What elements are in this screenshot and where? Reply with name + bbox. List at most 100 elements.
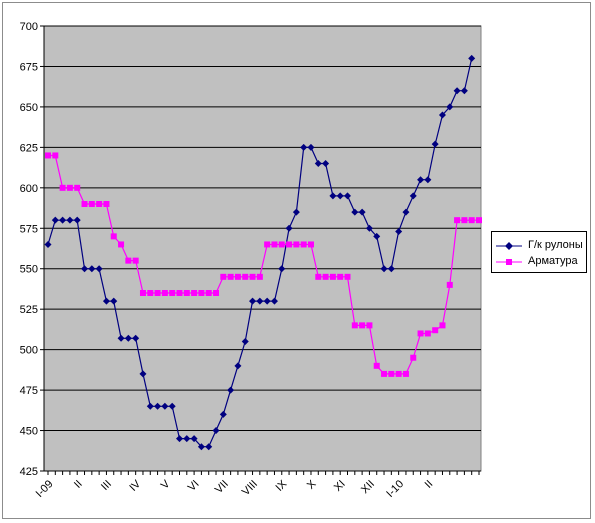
data-point — [373, 362, 380, 369]
legend-label: Арматура — [528, 255, 578, 267]
data-point — [59, 184, 66, 191]
x-tick-label: V — [159, 478, 173, 492]
data-point — [197, 443, 205, 451]
x-tick-label: VIII — [240, 478, 260, 498]
data-point — [409, 192, 417, 200]
legend-item-series-2: Арматура — [496, 254, 586, 270]
data-point — [96, 201, 103, 207]
y-tick-label: 500 — [20, 345, 38, 357]
data-point — [175, 435, 183, 443]
data-point — [424, 176, 432, 184]
x-tick-label: VI — [186, 478, 202, 494]
y-tick-label: 700 — [20, 21, 38, 33]
data-point — [263, 297, 271, 305]
data-point — [351, 208, 359, 216]
data-point — [446, 281, 453, 288]
data-point — [139, 370, 147, 378]
data-point — [446, 103, 454, 111]
data-point — [117, 334, 125, 342]
data-point — [234, 273, 241, 280]
data-point — [461, 217, 468, 224]
legend: Г/к рулоны Арматура — [491, 231, 587, 273]
data-point — [380, 265, 388, 273]
x-tick-label: X — [305, 478, 319, 492]
x-tick-label: III — [99, 478, 114, 493]
data-point — [454, 217, 461, 224]
data-point — [344, 192, 352, 200]
x-tick-label: IV — [127, 478, 143, 494]
y-tick-label: 650 — [20, 102, 38, 114]
data-point — [278, 241, 285, 248]
data-point — [234, 362, 242, 370]
data-point — [431, 140, 439, 148]
data-point — [59, 216, 67, 224]
x-tick-label: I-09 — [34, 478, 56, 500]
data-point — [359, 322, 366, 329]
line-chart: 425 450 475 500 525 550 575 600 625 650 675 700 I-0… — [20, 21, 482, 500]
data-point — [132, 257, 139, 264]
data-point — [322, 160, 330, 168]
data-point — [125, 257, 132, 264]
data-point — [329, 273, 336, 280]
series-1 — [44, 54, 476, 451]
data-point — [322, 273, 329, 280]
data-point — [395, 370, 402, 377]
data-point — [387, 265, 395, 273]
data-point — [190, 435, 198, 443]
y-axis: 425 450 475 500 525 550 575 600 625 650 675 700 — [20, 21, 45, 478]
data-point — [66, 184, 73, 191]
data-point — [44, 240, 52, 248]
data-point — [73, 216, 81, 224]
data-point — [249, 273, 256, 280]
data-point — [402, 370, 409, 377]
data-point — [417, 330, 424, 337]
data-point — [270, 297, 278, 305]
data-point — [381, 370, 388, 377]
data-point — [410, 354, 417, 361]
data-point — [438, 111, 446, 119]
data-point — [293, 241, 300, 248]
data-point — [154, 402, 162, 410]
data-point — [183, 435, 191, 443]
data-point — [388, 370, 395, 377]
data-point — [205, 443, 213, 451]
y-tick-label: 600 — [20, 183, 38, 195]
data-point — [227, 386, 235, 394]
data-point — [45, 152, 51, 159]
data-point — [314, 160, 322, 168]
data-point — [468, 54, 476, 62]
data-point — [336, 192, 344, 200]
data-point — [124, 334, 132, 342]
data-point — [373, 232, 381, 240]
data-point — [95, 265, 103, 273]
y-tick-label: 550 — [20, 264, 38, 276]
series-2 — [45, 152, 482, 377]
data-point — [439, 322, 446, 329]
data-point — [256, 273, 263, 280]
data-point — [366, 322, 373, 329]
data-point — [286, 241, 293, 248]
data-point — [337, 273, 344, 280]
data-point — [74, 184, 81, 191]
data-point — [118, 241, 125, 248]
y-tick-label: 475 — [20, 385, 38, 397]
data-point — [395, 228, 403, 236]
x-axis: I-09 II III IV V VI VII VIII IX X XI XII I-10 II — [34, 470, 481, 500]
y-tick-label: 525 — [20, 304, 38, 316]
data-point — [161, 290, 168, 296]
data-point — [139, 290, 146, 296]
data-point — [249, 297, 257, 305]
x-tick-label: XI — [332, 478, 348, 494]
y-tick-label: 575 — [20, 223, 38, 235]
y-tick-label: 450 — [20, 426, 38, 438]
data-point — [66, 216, 74, 224]
x-tick-label: IX — [273, 478, 289, 494]
data-point — [81, 201, 88, 207]
data-point — [52, 152, 59, 159]
data-point — [453, 87, 461, 95]
data-point — [198, 290, 205, 296]
x-tick-label: VII — [213, 478, 231, 496]
data-point — [88, 265, 96, 273]
x-tick-label: XII — [359, 478, 377, 496]
series-layer — [44, 54, 482, 451]
